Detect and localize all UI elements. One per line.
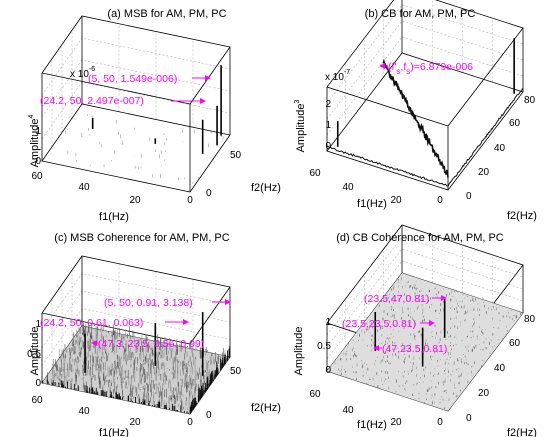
panel-b-y-tick: 60 <box>509 118 521 129</box>
panel-c-x-tick: 0 <box>187 417 193 428</box>
panel-c-x-tick: 20 <box>129 417 141 428</box>
panel-d-x-tick: 40 <box>342 405 354 416</box>
panel-c-y-tick: 50 <box>230 366 242 377</box>
panel-a-z-tick: 0 <box>35 156 41 167</box>
panel-c-annotation: (24.2, 50, 0.61, 0.063) <box>40 317 143 329</box>
panel-d-y-tick: 60 <box>509 338 521 349</box>
surface-floor <box>327 273 523 411</box>
panel-a-annotation: (5, 50, 1.549e-006) <box>88 73 177 85</box>
panel-d-x-tick: 0 <box>437 417 443 428</box>
grid-line <box>326 260 524 360</box>
panel-d-z-tick: 0 <box>325 365 331 376</box>
panel-c-z-tick: 0 <box>35 378 41 389</box>
panel-d-annotation: (47,23.5,0.81) <box>382 343 447 355</box>
panel-a-x-tick: 40 <box>78 182 90 193</box>
panel-c-z-label: Amplitude <box>29 327 41 376</box>
panel-d: (d) CB Coherence for AM, PM, PC Amplitud… <box>293 224 537 437</box>
panel-c-y-label: f2(Hz) <box>251 402 281 414</box>
panel-b-z-tick: 1 <box>325 120 331 131</box>
panel-a-x-label: f1(Hz) <box>99 211 129 223</box>
panel-a-z-multiplier: x 10-6 <box>70 66 95 80</box>
grid-line <box>41 37 231 96</box>
panel-c-annotation: (5, 50, 0.91, 3.138) <box>104 297 193 309</box>
panel-c-annotation: (47.3, 23.5, 0.56, 0.99) <box>98 338 204 350</box>
panel-d-x-tick: 60 <box>309 389 321 400</box>
panel-b-surface <box>326 38 524 187</box>
grid-line <box>326 236 524 336</box>
panel-a-z-tick: 1 <box>35 126 41 137</box>
panel-d-x-label: f1(Hz) <box>357 419 387 431</box>
panel-b-y-tick: 80 <box>524 95 536 106</box>
axes-top <box>41 15 231 105</box>
panel-d-title: (d) CB Coherence for AM, PM, PC <box>336 232 504 244</box>
panel-a-x-tick: 60 <box>31 171 43 182</box>
panel-a-x-tick: 0 <box>187 195 193 206</box>
panel-a: (a) MSB for AM, PM, PC x 10-6 Amplitude4… <box>28 8 281 223</box>
panel-a-surface <box>65 65 225 184</box>
axes-floor <box>41 103 231 193</box>
panel-b-title: (b) CB for AM, PM, PC <box>365 8 476 20</box>
panel-c-x-tick: 40 <box>78 406 90 417</box>
panel-b-x-tick: 60 <box>309 168 321 179</box>
panel-b-z-label: Amplitude3 <box>294 99 307 152</box>
axes-floor <box>326 52 524 191</box>
surface-ridge <box>447 88 524 187</box>
panel-d-z-label: Amplitude <box>293 327 305 376</box>
panel-a-z-label: Amplitude4 <box>28 114 41 167</box>
panel-c-z-tick: 0.5 <box>27 349 41 360</box>
panel-a-y-tick: 50 <box>230 150 242 161</box>
panel-d-y-tick: 80 <box>524 314 536 325</box>
panel-b-x-tick: 0 <box>437 195 443 206</box>
panel-a-annotation: (24.2, 50, 2.497e-007) <box>40 95 144 107</box>
panel-c-x-tick: 60 <box>31 395 43 406</box>
panel-d-y-tick: 40 <box>494 363 506 374</box>
panel-d-annotation: (23.5,47,0.81) <box>364 293 429 305</box>
panel-d-y-label: f2(Hz) <box>507 427 537 437</box>
panel-b-y-tick: 40 <box>494 143 506 154</box>
panel-d-z-tick: 0.5 <box>317 341 331 352</box>
panel-d-z-tick: 1 <box>325 317 331 328</box>
panel-d-y-tick: 0 <box>466 413 472 424</box>
panel-c-z-tick: 1 <box>35 319 41 330</box>
panel-d-surface <box>327 273 523 411</box>
panel-a-y-tick: 0 <box>206 188 212 199</box>
panel-c-y-tick: 0 <box>206 410 212 421</box>
grid-line <box>326 20 524 120</box>
grid-line <box>41 81 231 140</box>
surface-ridge <box>326 145 449 187</box>
panel-b-y-tick: 20 <box>478 167 490 178</box>
panel-b-axes-box <box>326 0 524 191</box>
panel-b-z-tick: 0 <box>325 141 331 152</box>
panel-b-z-tick: 2 <box>325 99 331 110</box>
panel-a-axes-box <box>41 15 231 193</box>
panel-a-y-label: f2(Hz) <box>251 182 281 194</box>
panel-c-surface <box>41 312 231 414</box>
panel-c: (c) MSB Coherence for AM, PM, PC Amplitu… <box>27 232 281 437</box>
panel-d-x-tick: 20 <box>390 417 402 428</box>
panel-b-annotation: (f's,fs)=6.879e-006 <box>388 61 473 76</box>
panel-b-x-tick: 40 <box>342 182 354 193</box>
panel-a-title: (a) MSB for AM, PM, PC <box>107 8 226 20</box>
grid-line <box>326 4 524 104</box>
grid-line <box>326 248 524 348</box>
panel-b-y-tick: 0 <box>466 191 472 202</box>
panel-b-z-multiplier: x 10-7 <box>325 69 350 83</box>
panel-b: (b) CB for AM, PM, PC x 10-7 Amplitude3 … <box>294 0 537 222</box>
panel-d-y-tick: 20 <box>478 388 490 399</box>
panel-d-annotation: (23.5,23.5,0.81) <box>342 318 416 330</box>
panel-c-title: (c) MSB Coherence for AM, PM, PC <box>54 232 229 244</box>
panel-a-x-tick: 20 <box>129 195 141 206</box>
panel-b-y-label: f2(Hz) <box>507 210 537 222</box>
grid-line <box>326 36 524 136</box>
panel-c-x-label: f1(Hz) <box>99 427 129 437</box>
surface-ridge <box>382 58 449 178</box>
axes-top <box>326 0 524 127</box>
panel-b-x-label: f1(Hz) <box>357 198 387 210</box>
panel-b-x-tick: 20 <box>390 195 402 206</box>
